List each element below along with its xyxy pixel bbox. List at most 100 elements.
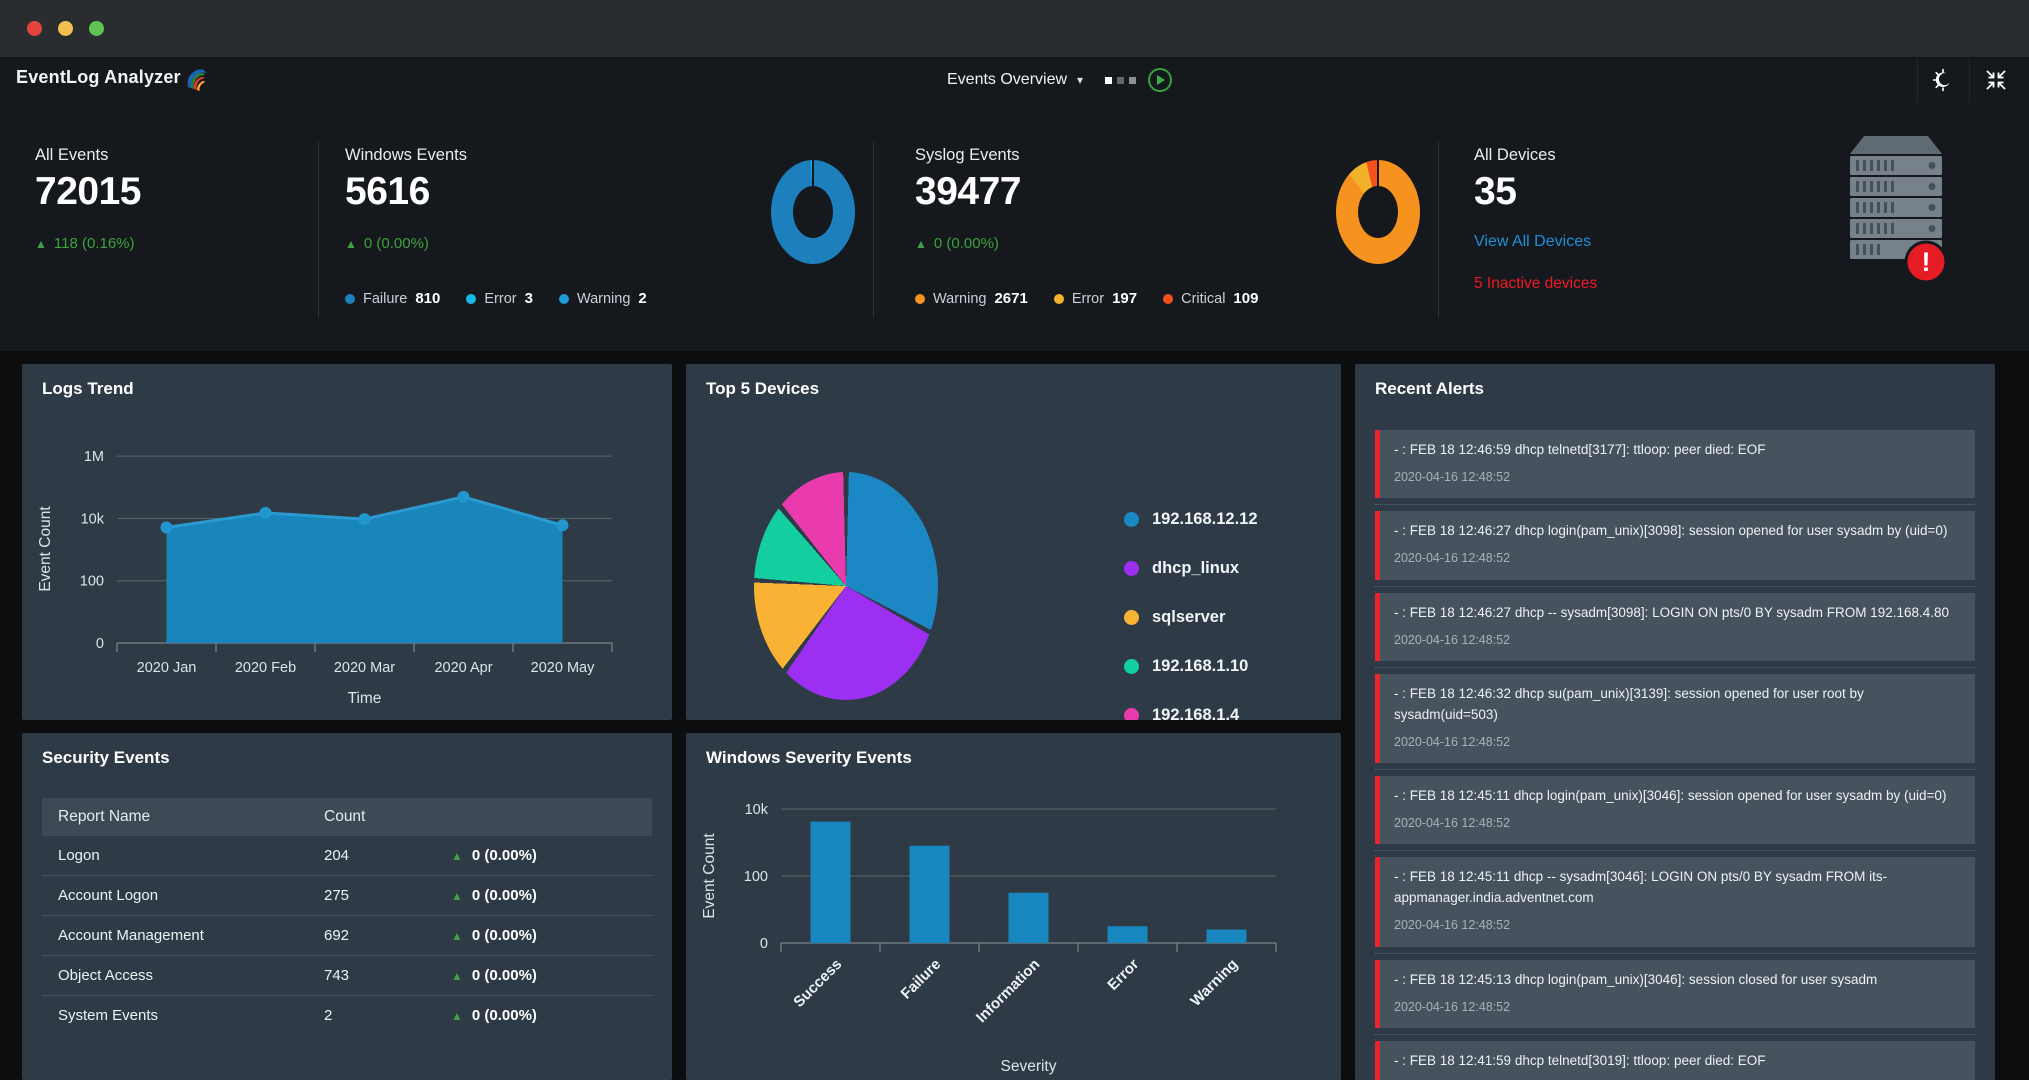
top5-devices-pie-chart[interactable]: [754, 472, 938, 700]
alert-message: - : FEB 18 12:45:13 dhcp login(pam_unix)…: [1394, 971, 1878, 987]
alert-message: - : FEB 18 12:45:11 dhcp -- sysadm[3046]…: [1394, 869, 1888, 906]
alert-card[interactable]: - : FEB 18 12:45:11 dhcp login(pam_unix)…: [1375, 776, 1975, 845]
panel-security-events: Security Events Report Name Count Logon 2…: [22, 733, 672, 1080]
alert-timestamp: 2020-04-16 12:48:52: [1394, 999, 1511, 1014]
report-name-cell: Account Logon: [42, 875, 308, 916]
svg-text:0: 0: [760, 936, 768, 952]
col-count: Count: [308, 798, 435, 836]
legend-label: Error: [1071, 290, 1105, 307]
svg-text:100: 100: [744, 869, 768, 885]
stat-windows-events: Windows Events 5616 ▲ 0 (0.00%) Failure 8…: [345, 102, 860, 351]
legend-value: 3: [524, 290, 533, 307]
delta-cell: ▲ 0 (0.00%): [435, 836, 652, 876]
collapse-icon: [1985, 70, 2006, 90]
legend-value: 197: [1112, 290, 1138, 307]
panel-title: Top 5 Devices: [706, 379, 820, 398]
legend-label: Critical: [1181, 290, 1226, 307]
table-row[interactable]: Object Access 743 ▲ 0 (0.00%): [42, 955, 652, 996]
increase-icon: ▲: [915, 236, 927, 251]
stat-value: 39477: [915, 170, 1021, 213]
legend-value: 109: [1233, 290, 1259, 307]
panel-title: Recent Alerts: [1375, 379, 1484, 398]
donut-hole: [793, 186, 833, 238]
pie-legend-item[interactable]: 192.168.1.4: [1124, 706, 1258, 720]
divider: [318, 142, 319, 318]
table-row[interactable]: Account Management 692 ▲ 0 (0.00%): [42, 915, 652, 956]
maximize-button[interactable]: [89, 21, 104, 36]
panel-recent-alerts: Recent Alerts - : FEB 18 12:46:59 dhcp t…: [1355, 364, 1995, 1080]
count-cell: 204: [308, 836, 435, 876]
inactive-devices-link[interactable]: 5 Inactive devices: [1474, 275, 1598, 292]
carousel-dot-1[interactable]: [1105, 76, 1113, 84]
table-row[interactable]: System Events 2 ▲ 0 (0.00%): [42, 996, 652, 1036]
legend-dot-icon: [558, 293, 569, 304]
alert-message: - : FEB 18 12:46:59 dhcp telnetd[3177]: …: [1394, 442, 1766, 457]
alert-card[interactable]: - : FEB 18 12:45:13 dhcp login(pam_unix)…: [1375, 959, 1975, 1028]
legend-label: 192.168.1.10: [1152, 657, 1249, 675]
legend-label: sqlserver: [1152, 608, 1226, 626]
alert-card[interactable]: - : FEB 18 12:46:27 dhcp -- sysadm[3098]…: [1375, 592, 1975, 661]
legend-dot-icon: [915, 293, 925, 304]
carousel-dot-3[interactable]: [1129, 76, 1137, 84]
syslog-legend-item[interactable]: Critical 109: [1163, 290, 1258, 307]
table-row[interactable]: Logon 204 ▲ 0 (0.00%): [42, 836, 652, 876]
alert-timestamp: 2020-04-16 12:48:52: [1394, 551, 1511, 566]
syslog-legend-item[interactable]: Warning 2671: [915, 290, 1028, 307]
windows-legend-item[interactable]: Warning 2: [558, 290, 647, 307]
pie-legend-item[interactable]: sqlserver: [1124, 608, 1258, 627]
alert-message: - : FEB 18 12:46:27 dhcp login(pam_unix)…: [1394, 523, 1948, 539]
count-cell: 275: [308, 875, 435, 916]
dashboard-selector[interactable]: Events Overview: [947, 71, 1068, 88]
pie-legend-item[interactable]: dhcp_linux: [1124, 559, 1258, 578]
increase-icon: ▲: [451, 848, 463, 863]
divider: [1375, 769, 1975, 771]
delta-cell: ▲ 0 (0.00%): [451, 1007, 537, 1024]
theme-toggle-button[interactable]: [1917, 58, 1969, 102]
divider: [1375, 1033, 1975, 1035]
syslog-legend-item[interactable]: Error 197: [1053, 290, 1138, 307]
view-all-devices-link[interactable]: View All Devices: [1474, 233, 1592, 250]
windows-events-donut-chart[interactable]: [771, 160, 855, 264]
legend-label: 192.168.1.4: [1152, 706, 1240, 720]
alert-card[interactable]: - : FEB 18 12:46:27 dhcp login(pam_unix)…: [1375, 511, 1975, 580]
chevron-down-icon[interactable]: ▾: [1077, 73, 1084, 87]
legend-label: 192.168.12.12: [1152, 510, 1258, 528]
windows-severity-bar-chart[interactable]: 0 100 10k Success Failure Information Error War…: [686, 773, 1296, 1080]
windows-legend-item[interactable]: Failure 810: [345, 290, 440, 307]
close-button[interactable]: [27, 21, 42, 36]
slideshow-play-button[interactable]: [1148, 68, 1173, 92]
alert-card[interactable]: - : FEB 18 12:41:59 dhcp telnetd[3019]: …: [1375, 1040, 1975, 1080]
exit-fullscreen-button[interactable]: [1969, 58, 2021, 102]
stat-delta: ▲ 118 (0.16%): [35, 235, 135, 252]
divider: [1438, 142, 1439, 318]
svg-text:Error: Error: [1104, 956, 1142, 994]
windows-legend-item[interactable]: Error 3: [466, 290, 533, 307]
legend-dot-icon: [1124, 561, 1139, 576]
alert-card[interactable]: - : FEB 18 12:46:32 dhcp su(pam_unix)[31…: [1375, 673, 1975, 764]
pie-legend-item[interactable]: 192.168.12.12: [1124, 510, 1258, 529]
alert-card[interactable]: - : FEB 18 12:45:11 dhcp -- sysadm[3046]…: [1375, 857, 1975, 947]
app-logo-text: EventLog Analyzer: [16, 67, 181, 87]
carousel-dot-2[interactable]: [1117, 76, 1125, 84]
col-delta: [435, 798, 652, 836]
svg-text:Warning: Warning: [1187, 956, 1241, 1010]
legend-label: Error: [484, 290, 517, 307]
pie-legend-item[interactable]: 192.168.1.10: [1124, 657, 1258, 676]
divider: [873, 142, 874, 318]
alert-card[interactable]: - : FEB 18 12:46:59 dhcp telnetd[3177]: …: [1375, 430, 1975, 499]
svg-text:2020 Mar: 2020 Mar: [334, 660, 395, 676]
window-titlebar: [0, 0, 2029, 58]
legend-dot-icon: [1124, 708, 1139, 720]
table-row[interactable]: Account Logon 275 ▲ 0 (0.00%): [42, 875, 652, 916]
stat-label: Syslog Events: [915, 146, 1020, 164]
stats-strip: All Events 72015 ▲ 118 (0.16%) Windows E…: [0, 102, 2029, 351]
logs-trend-area-chart[interactable]: 0 100 10k 1M 2020 Jan 2020 Feb 2020 Mar 2020 Ap…: [22, 406, 632, 711]
syslog-events-legend: Warning 2671 Error 197 Critical 109: [915, 290, 1258, 307]
minimize-button[interactable]: [58, 21, 73, 36]
svg-text:10k: 10k: [81, 511, 105, 527]
delta-cell: ▲ 0 (0.00%): [435, 875, 652, 916]
carousel-dots: [1105, 76, 1137, 84]
syslog-events-donut-chart[interactable]: [1336, 160, 1420, 264]
increase-icon: ▲: [451, 968, 463, 983]
legend-dot-icon: [345, 293, 355, 304]
